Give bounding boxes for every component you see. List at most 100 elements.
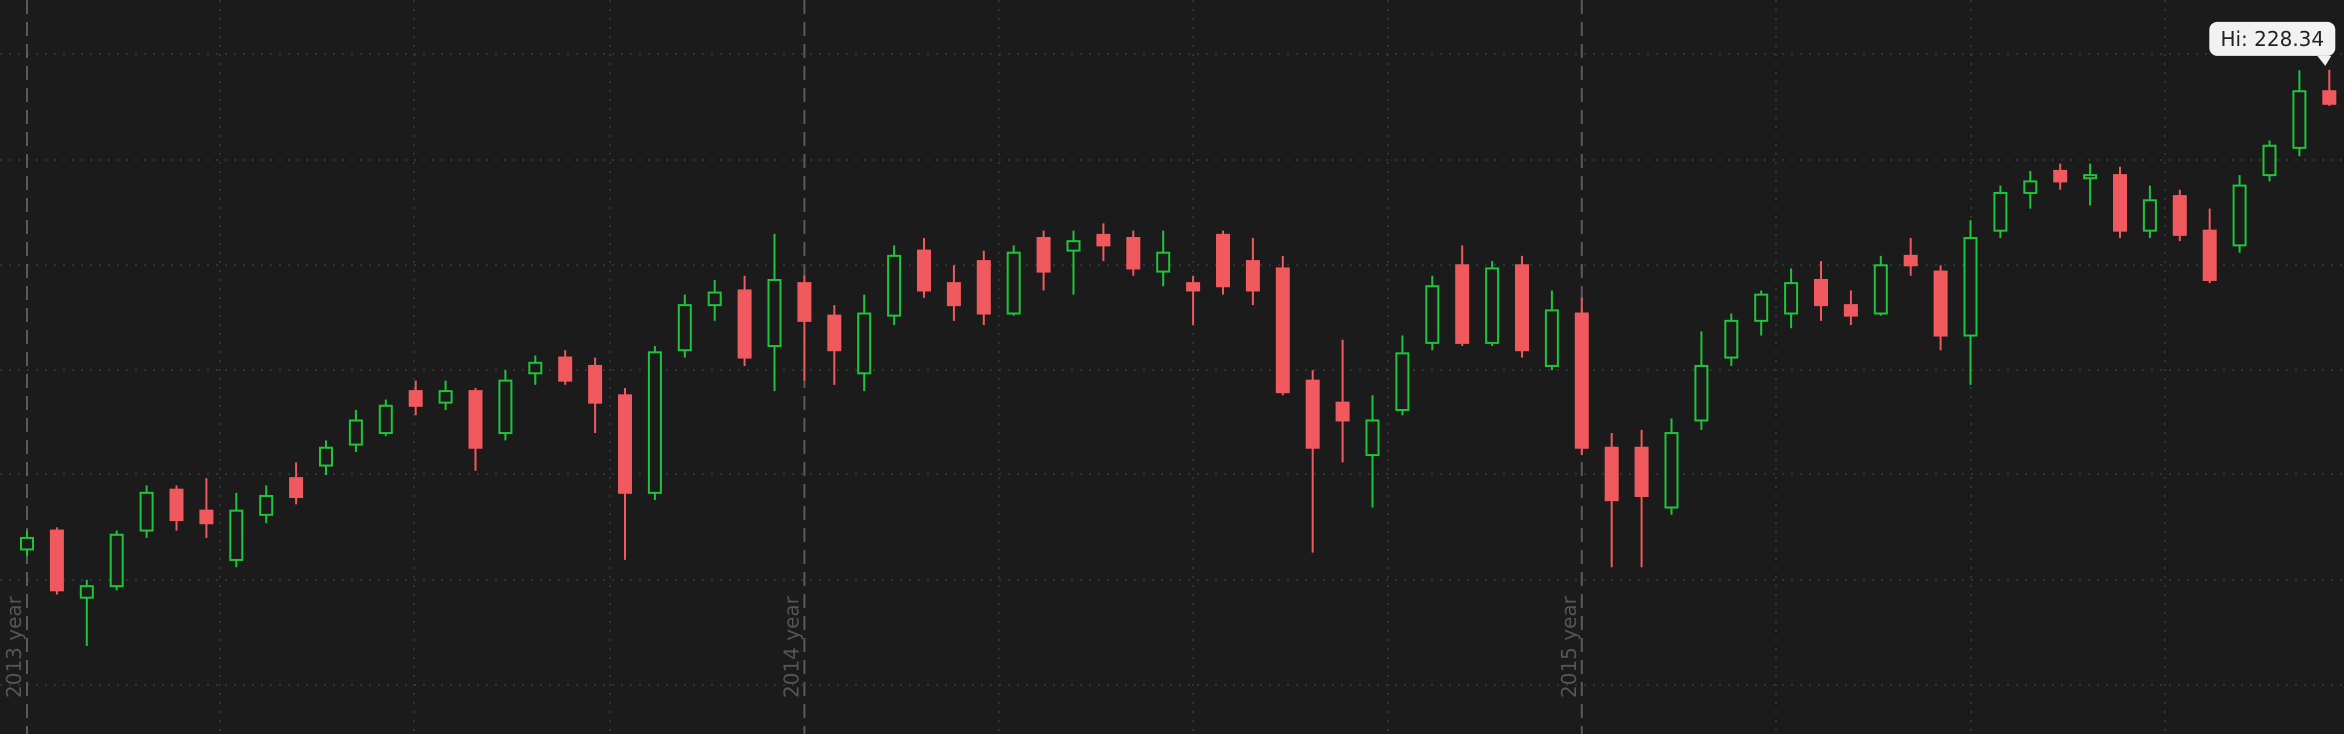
candle-body <box>946 282 961 307</box>
candle-body <box>1036 237 1051 273</box>
candle <box>797 275 812 381</box>
candle <box>498 370 513 441</box>
candle-body <box>169 488 184 522</box>
candle-body <box>1066 240 1081 252</box>
candle-body <box>79 585 94 599</box>
candle <box>2202 208 2217 284</box>
candle <box>1574 297 1589 456</box>
candle-body <box>1873 264 1888 315</box>
candle <box>827 305 842 385</box>
candle <box>588 357 603 434</box>
candle-body <box>887 254 902 317</box>
candle-body <box>1574 312 1589 449</box>
candle <box>1993 185 2008 239</box>
candle-body <box>378 404 393 435</box>
year-label: 2014 year <box>779 595 803 698</box>
candle-body <box>1604 446 1619 502</box>
candle <box>289 462 304 505</box>
candle <box>1006 245 1021 316</box>
candle-body <box>259 494 274 516</box>
candle <box>1395 335 1410 416</box>
candle-body <box>1006 251 1021 315</box>
candle-body <box>1245 260 1260 292</box>
candle <box>1724 313 1739 366</box>
candle-body <box>647 351 662 494</box>
candle-body <box>528 361 543 375</box>
tooltip-pointer <box>2317 55 2332 66</box>
candle-body <box>797 282 812 322</box>
candle <box>2172 189 2187 242</box>
candle <box>2292 70 2307 157</box>
candle-body <box>2113 174 2127 232</box>
candle-body <box>1993 191 2008 232</box>
candle-body <box>1544 309 1559 367</box>
candle-body <box>1485 267 1500 344</box>
candle <box>199 478 214 538</box>
candle <box>348 409 363 452</box>
candle-body <box>1275 267 1290 394</box>
candle <box>857 294 872 392</box>
candle <box>1335 339 1350 463</box>
candle-body <box>618 394 632 494</box>
candle <box>707 279 722 321</box>
candle-body <box>1365 419 1380 457</box>
candle-body <box>1156 251 1171 273</box>
candle-body <box>1664 432 1679 509</box>
candle <box>976 250 991 326</box>
candle <box>1275 255 1290 396</box>
candle <box>647 346 662 501</box>
candle <box>917 238 931 298</box>
candle-body <box>1754 293 1769 322</box>
candle-body <box>917 249 931 292</box>
candle-body <box>1784 282 1799 315</box>
candle-body <box>199 509 214 525</box>
candle-body <box>1395 352 1410 411</box>
candle <box>1963 220 1978 385</box>
candle <box>1096 223 1111 262</box>
candle-body <box>1634 446 1649 497</box>
candle-body <box>229 509 244 561</box>
candle <box>1843 290 1858 326</box>
year-label: 2013 year <box>2 595 26 698</box>
candle <box>169 485 184 531</box>
candle <box>528 355 543 385</box>
candle-body <box>319 446 333 467</box>
candle-body <box>857 312 872 375</box>
candle <box>1604 433 1619 568</box>
candle <box>1485 261 1500 347</box>
candle <box>1216 230 1230 295</box>
candle-body <box>2262 144 2277 177</box>
tooltip-box <box>2209 21 2336 56</box>
candle <box>79 579 94 646</box>
candle <box>677 294 692 358</box>
candle-body <box>498 379 513 435</box>
candle-body <box>139 491 154 532</box>
candle <box>618 387 632 560</box>
candle-body <box>2053 169 2068 183</box>
candle-body <box>767 278 782 348</box>
candle-body <box>408 390 423 407</box>
tooltip-text: Hi: 228.34 <box>2220 27 2324 51</box>
candle-body <box>109 533 124 588</box>
candle-body <box>1515 264 1529 352</box>
high-tooltip: Hi: 228.34 <box>2209 21 2336 66</box>
candle <box>2083 163 2098 206</box>
year-label: 2015 year <box>1557 595 1581 698</box>
candle-body <box>1903 254 1918 267</box>
candle-body <box>348 419 363 446</box>
candle-body <box>2202 229 2217 281</box>
candle <box>2113 166 2127 239</box>
candle <box>49 527 64 595</box>
candle <box>1305 370 1320 553</box>
candle <box>1036 230 1051 291</box>
candle-body <box>2322 90 2337 105</box>
candle <box>1634 429 1649 568</box>
candle <box>1873 255 1888 316</box>
candle <box>229 492 244 568</box>
candle <box>1814 261 1828 321</box>
candle-body <box>49 529 64 592</box>
candle-body <box>289 477 304 499</box>
